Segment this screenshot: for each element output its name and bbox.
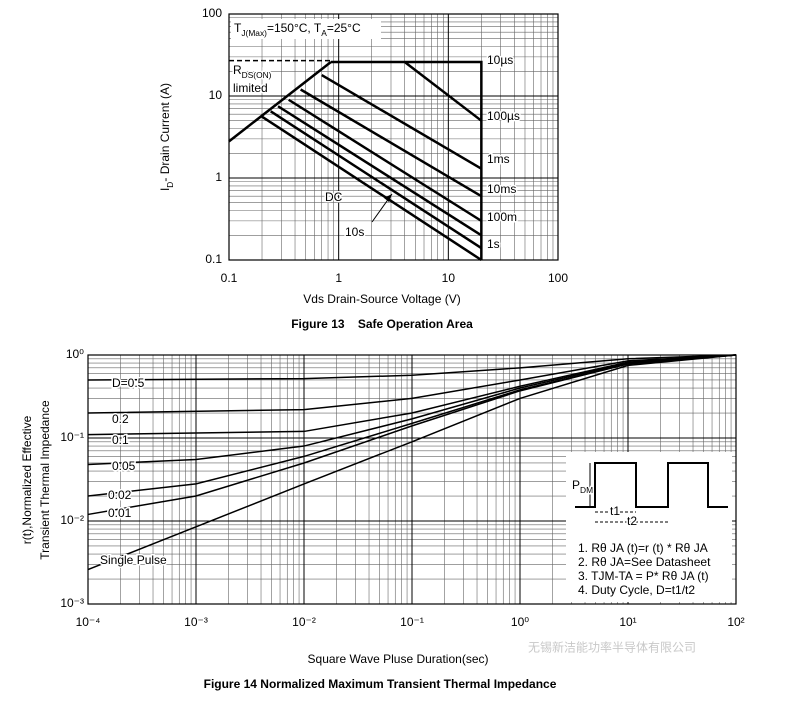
series-label: 10µs: [487, 53, 513, 67]
annotation-bg: [231, 19, 381, 39]
series-label: 0.01: [108, 506, 132, 520]
inset-note: 4. Duty Cycle, D=t1/t2: [578, 583, 695, 597]
y-tick-label: 100: [202, 6, 222, 20]
series-line: [87, 354, 737, 414]
rich-text: ID- Drain Current (A): [158, 83, 175, 191]
x-tick-label: 10²: [727, 615, 744, 629]
series-label: D=0.5: [112, 376, 145, 390]
x-tick-label: 10⁰: [511, 615, 529, 629]
series-line: [300, 88, 482, 198]
series-label: 0.02: [108, 488, 132, 502]
series-label: 1s: [487, 237, 500, 251]
y-tick-label: 10⁻³: [60, 596, 84, 610]
x-axis-label: Square Wave Pluse Duration(sec): [308, 652, 489, 666]
x-tick-label: 100: [548, 271, 568, 285]
y-axis-label: Transient Thermal Impedance: [38, 400, 52, 560]
caption: Figure 13 Safe Operation Area: [291, 317, 473, 331]
text-part: R: [233, 63, 242, 77]
x-tick-label: 0.1: [221, 271, 238, 285]
series-label: Single Pulse: [100, 553, 167, 567]
series-label: DC: [325, 190, 343, 204]
caption: Figure 14 Normalized Maximum Transient T…: [204, 677, 557, 691]
inset-note: 2. Rθ JA=See Datasheet: [578, 555, 711, 569]
text-part: J(Max): [241, 28, 267, 38]
x-tick-label: 10⁻²: [292, 615, 316, 629]
inset-note: 3. TJM-TA = P* Rθ JA (t): [578, 569, 709, 583]
t1-label: t1: [610, 504, 620, 518]
x-axis-label: Vds Drain-Source Voltage (V): [303, 292, 460, 306]
text-part: I: [158, 188, 172, 191]
x-tick-label: 10⁻³: [184, 615, 208, 629]
series-label: 100µs: [487, 109, 520, 123]
series-line: [87, 354, 737, 381]
series-line: [87, 354, 737, 571]
rich-text: RDS(ON): [233, 63, 272, 80]
text-part: P: [572, 478, 580, 492]
series-line: [277, 105, 483, 237]
series-line: [403, 60, 483, 122]
plot-frame: [87, 354, 737, 605]
y-tick-label: 10: [209, 88, 223, 102]
series-line: [330, 60, 483, 260]
y-axis-label: r(t),Normalized Effective: [20, 415, 34, 544]
rds-limit-line: [228, 60, 332, 143]
y-tick-label: 10⁻²: [60, 513, 84, 527]
x-tick-label: 10⁻¹: [400, 615, 424, 629]
t2-label: t2: [627, 514, 637, 528]
series-label: 100m: [487, 210, 517, 224]
series-label: 1ms: [487, 152, 510, 166]
y-tick-label: 10⁰: [66, 347, 84, 361]
series-label: 0.1: [112, 433, 129, 447]
y-tick-label: 10⁻¹: [60, 430, 84, 444]
text-part: DS(ON): [242, 70, 272, 80]
text-part: =25°C: [327, 21, 361, 35]
inset-box: [566, 452, 732, 602]
y-tick-label: 1: [215, 170, 222, 184]
rich-text: PDM: [572, 478, 593, 495]
arrow-head: [384, 194, 392, 202]
x-tick-label: 10⁻⁴: [76, 615, 101, 629]
x-tick-label: 10¹: [619, 615, 636, 629]
text-part: - Drain Current (A): [158, 83, 172, 182]
text-part: DM: [580, 485, 593, 495]
series-line: [87, 354, 737, 466]
series-line: [321, 73, 482, 170]
series-line: [87, 354, 737, 516]
series-label: 0.05: [112, 459, 136, 473]
series-label: 0.2: [112, 412, 129, 426]
x-tick-label: 1: [335, 271, 342, 285]
text-part: D: [165, 182, 175, 188]
x-tick-label: 10: [442, 271, 456, 285]
inset-note: 1. Rθ JA (t)=r (t) * Rθ JA: [578, 541, 708, 555]
pulse-train: [575, 462, 728, 508]
watermark: 无锡新洁能功率半导体有限公司: [528, 640, 696, 655]
rich-text: TJ(Max)=150°C, TA=25°C: [234, 21, 361, 38]
plot-frame: [228, 13, 559, 261]
text-part: A: [321, 28, 327, 38]
text-part: =150°C, T: [267, 21, 322, 35]
plot-area: [229, 14, 558, 260]
y-tick-label: 0.1: [205, 252, 222, 266]
series-label: 10ms: [487, 182, 516, 196]
text-part: T: [234, 21, 242, 35]
series-line: [270, 110, 483, 250]
series-label: 10s: [345, 225, 364, 239]
rich-text: limited: [233, 81, 268, 95]
series-line: [261, 115, 483, 262]
text-part: limited: [233, 81, 268, 95]
series-line: [288, 98, 483, 222]
